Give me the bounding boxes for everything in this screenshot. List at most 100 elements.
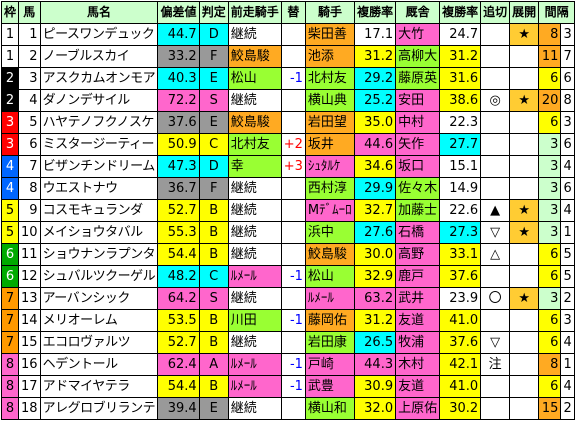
table-row: 6 12 シュバルツクーゲル 48.2 C ﾙﾒｰﾙ -1 松山 32.9 鹿戸 37.6 6 5: [0, 265, 575, 288]
cell-horse-name: ショウナンラプンタ: [39, 243, 159, 266]
cell-swap: -1: [280, 309, 306, 332]
cell-stable: 藤原英: [395, 67, 441, 90]
cell-tenkai-mark: ★: [509, 23, 540, 46]
cell-waku: 3: [0, 111, 20, 134]
cell-stable: 友道: [395, 375, 441, 398]
cell-grade: D: [198, 155, 229, 178]
cell-tenkai-mark: ★: [509, 89, 540, 112]
cell-tenkai-mark: [509, 133, 540, 156]
cell-stable: 石橋: [395, 221, 441, 244]
cell-interval: 6: [538, 111, 562, 134]
cell-horse-number: 17: [18, 375, 41, 398]
cell-horse-name: アドマイヤテラ: [39, 375, 159, 398]
cell-deviation: 44.7: [157, 23, 200, 46]
cell-tenkai-mark: [509, 331, 540, 354]
cell-stable: 牧浦: [395, 331, 441, 354]
cell-mark: 2: [560, 287, 575, 310]
cell-prev-jockey: 継続: [227, 23, 282, 46]
cell-jockey: ﾙﾒｰﾙ: [304, 287, 356, 310]
header-tenkai: 展開: [509, 1, 540, 24]
cell-interval: 6: [538, 67, 562, 90]
cell-grade: S: [198, 287, 229, 310]
cell-chase-mark: [480, 265, 511, 288]
cell-mark: 1: [560, 353, 575, 376]
cell-horse-number: 4: [18, 89, 41, 112]
cell-horse-name: アーバンシック: [39, 287, 159, 310]
cell-swap: [280, 89, 306, 112]
cell-interval: 3: [538, 287, 562, 310]
cell-interval: 6: [538, 331, 562, 354]
cell-swap: [280, 199, 306, 222]
cell-jockey: 戸崎: [304, 353, 356, 376]
cell-jockey-rate: 30.9: [354, 375, 397, 398]
cell-horse-number: 9: [18, 199, 41, 222]
cell-deviation: 36.7: [157, 177, 200, 200]
cell-interval: 15: [538, 397, 562, 420]
cell-tenkai-mark: ★: [509, 199, 540, 222]
cell-prev-jockey: 鮫島駿: [227, 45, 282, 68]
cell-horse-number: 12: [18, 265, 41, 288]
cell-deviation: 39.4: [157, 397, 200, 420]
cell-jockey-rate: 31.2: [354, 309, 397, 332]
cell-swap: [280, 111, 306, 134]
cell-chase-mark: [480, 375, 511, 398]
cell-interval: 8: [538, 353, 562, 376]
cell-grade: S: [198, 89, 229, 112]
cell-grade: B: [198, 309, 229, 332]
cell-jockey: Mﾃﾞﾑｰﾛ: [304, 199, 356, 222]
cell-stable: 武井: [395, 287, 441, 310]
cell-mark: 4: [560, 199, 575, 222]
cell-waku: 1: [0, 45, 20, 68]
cell-stable: 上原佑: [395, 397, 441, 420]
cell-waku: 6: [0, 265, 20, 288]
cell-prev-jockey: 継続: [227, 287, 282, 310]
header-jockey: 騎手: [304, 1, 356, 24]
cell-jockey-rate: 25.2: [354, 89, 397, 112]
cell-prev-jockey: 幸: [227, 155, 282, 178]
cell-jockey-rate: 63.2: [354, 287, 397, 310]
cell-deviation: 53.5: [157, 309, 200, 332]
cell-deviation: 33.2: [157, 45, 200, 68]
table-row: 1 2 ノーブルスカイ 33.2 F 鮫島駿 池添 31.2 高柳大 31.2 11 7: [0, 45, 575, 68]
cell-jockey-rate: 34.6: [354, 155, 397, 178]
cell-interval: 3: [538, 133, 562, 156]
cell-horse-number: 1: [18, 23, 41, 46]
cell-swap: -1: [280, 353, 306, 376]
cell-tenkai-mark: [509, 309, 540, 332]
cell-chase-mark: △: [480, 243, 511, 266]
cell-interval: 6: [538, 309, 562, 332]
header-waku: 枠: [0, 1, 20, 24]
header-stable: 厩舎: [395, 1, 441, 24]
cell-jockey: 池添: [304, 45, 356, 68]
cell-tenkai-mark: [509, 67, 540, 90]
cell-deviation: 55.3: [157, 221, 200, 244]
cell-deviation: 48.2: [157, 265, 200, 288]
cell-jockey: 藤岡佑: [304, 309, 356, 332]
cell-stable-rate: 38.6: [439, 89, 482, 112]
cell-tenkai-mark: [509, 375, 540, 398]
cell-waku: 8: [0, 397, 20, 420]
cell-jockey-rate: 26.5: [354, 331, 397, 354]
table-row: 2 3 アスクカムオンモア 40.3 E 松山 -1 北村友 29.2 藤原英 31.6 6 6: [0, 67, 575, 90]
cell-interval: 6: [538, 243, 562, 266]
cell-prev-jockey: 継続: [227, 331, 282, 354]
cell-waku: 7: [0, 309, 20, 332]
cell-grade: E: [198, 111, 229, 134]
cell-swap: [280, 45, 306, 68]
table-row: 7 14 メリオーレム 53.5 B 川田 -1 藤岡佑 31.2 友道 41.0 6 3: [0, 309, 575, 332]
header-deviation: 偏差値: [157, 1, 200, 24]
cell-mark: 3: [560, 23, 575, 46]
cell-waku: 1: [0, 23, 20, 46]
cell-horse-name: シュバルツクーゲル: [39, 265, 159, 288]
cell-chase-mark: [480, 155, 511, 178]
cell-grade: C: [198, 265, 229, 288]
cell-grade: E: [198, 67, 229, 90]
cell-chase-mark: [480, 133, 511, 156]
cell-tenkai-mark: [509, 45, 540, 68]
table-row: 8 16 ヘデントール 62.4 A ﾙﾒｰﾙ -1 戸崎 44.3 木村 42.1 注 8 1: [0, 353, 575, 376]
cell-chase-mark: [480, 397, 511, 420]
cell-jockey: 岩田望: [304, 111, 356, 134]
cell-stable-rate: 41.0: [439, 309, 482, 332]
cell-deviation: 72.2: [157, 89, 200, 112]
